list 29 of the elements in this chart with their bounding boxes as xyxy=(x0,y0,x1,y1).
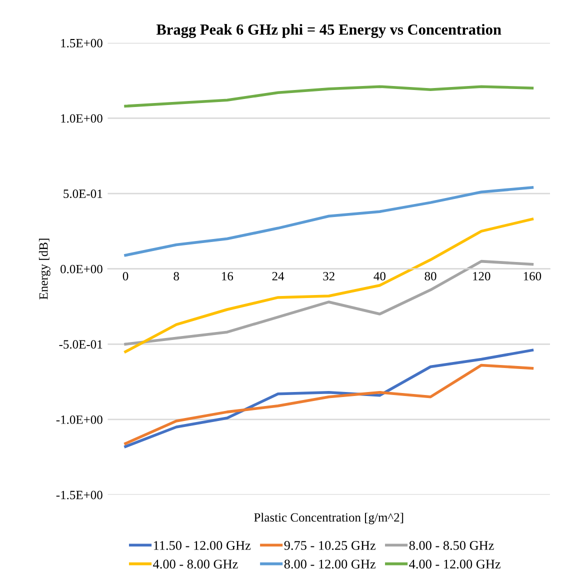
legend-label: 4.00 - 12.00 GHz xyxy=(409,560,500,569)
legend-label: 11.50 - 12.00 GHz xyxy=(154,541,251,550)
x-tick-label: 24 xyxy=(272,272,284,280)
y-tick-label: -1.0E+00 xyxy=(56,415,102,424)
y-tick-label: -5.0E-01 xyxy=(59,340,102,349)
line-series xyxy=(124,364,534,445)
y-axis-title: Energy [dB] xyxy=(38,238,50,300)
x-tick-label: 16 xyxy=(222,272,234,280)
line-series xyxy=(124,348,534,448)
line-series xyxy=(124,186,534,257)
y-tick-label: 1.0E+00 xyxy=(61,114,102,123)
y-tick-label: 1.5E+00 xyxy=(61,38,102,48)
line-series xyxy=(124,85,534,108)
x-tick-label: 80 xyxy=(424,272,436,280)
legend-label: 8.00 - 8.50 GHz xyxy=(409,541,494,550)
chart-title: Bragg Peak 6 GHz phi = 45 Energy vs Concentration xyxy=(156,24,502,38)
x-tick-label: 40 xyxy=(374,272,386,280)
legend-label: 4.00 - 8.00 GHz xyxy=(153,560,238,569)
y-tick-label: -1.5E+00 xyxy=(56,490,102,500)
legend-label: 9.75 - 10.25 GHz xyxy=(284,541,376,550)
y-tick-label: 0.0E+00 xyxy=(60,264,102,274)
y-tick-label: 5.0E-01 xyxy=(64,190,102,198)
x-tick-label: 120 xyxy=(473,272,490,280)
x-tick-label: 160 xyxy=(524,272,542,280)
x-tick-label: 8 xyxy=(174,272,180,280)
legend-label: 8.00 - 12.00 GHz xyxy=(284,560,376,569)
x-tick-label: 0 xyxy=(122,272,128,280)
x-tick-label: 32 xyxy=(323,272,334,280)
x-axis-title: Plastic Concentration [g/m^2] xyxy=(254,512,404,524)
